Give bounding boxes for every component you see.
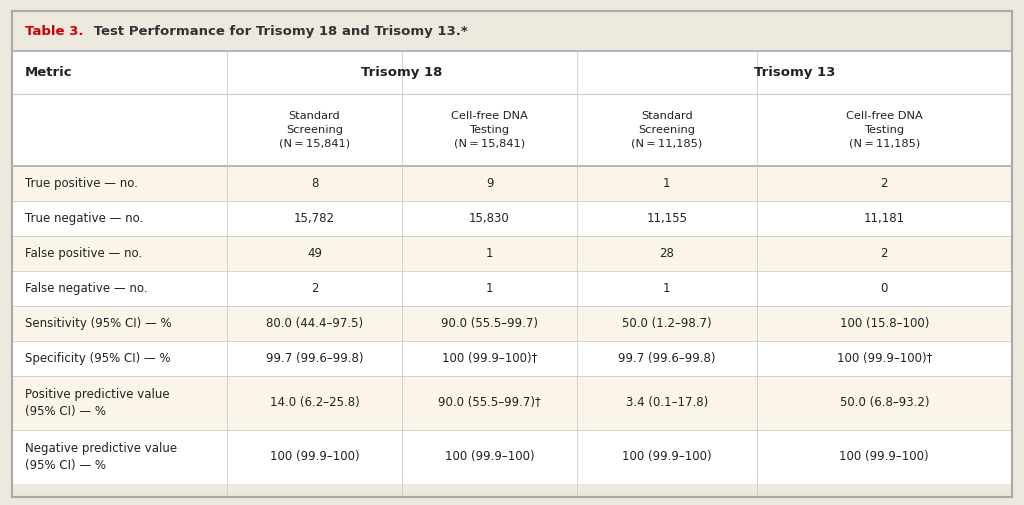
Text: 99.7 (99.6–99.8): 99.7 (99.6–99.8): [266, 352, 364, 365]
Text: Table 3.: Table 3.: [25, 25, 83, 37]
Text: 50.0 (1.2–98.7): 50.0 (1.2–98.7): [623, 317, 712, 330]
Text: Cell-free DNA
Testing
(N = 11,185): Cell-free DNA Testing (N = 11,185): [846, 111, 923, 148]
Text: 28: 28: [659, 247, 675, 260]
Text: True positive — no.: True positive — no.: [25, 177, 137, 190]
Bar: [12, 236, 1012, 271]
Text: Metric: Metric: [25, 66, 73, 79]
Text: 100 (99.9–100): 100 (99.9–100): [840, 450, 929, 463]
Text: 90.0 (55.5–99.7): 90.0 (55.5–99.7): [441, 317, 538, 330]
Text: 15,782: 15,782: [294, 212, 335, 225]
Text: 100 (99.9–100): 100 (99.9–100): [623, 450, 712, 463]
Text: Standard
Screening
(N = 11,185): Standard Screening (N = 11,185): [631, 111, 702, 148]
Bar: [12, 376, 1012, 430]
Text: 3.4 (0.1–17.8): 3.4 (0.1–17.8): [626, 396, 708, 410]
Text: 1: 1: [664, 177, 671, 190]
Text: 11,181: 11,181: [863, 212, 905, 225]
Text: Negative predictive value
(95% CI) — %: Negative predictive value (95% CI) — %: [25, 442, 177, 472]
Text: Trisomy 18: Trisomy 18: [361, 66, 442, 79]
Text: False positive — no.: False positive — no.: [25, 247, 141, 260]
Bar: [12, 271, 1012, 306]
Text: 8: 8: [311, 177, 318, 190]
Text: 49: 49: [307, 247, 323, 260]
Text: 1: 1: [485, 282, 494, 295]
Text: 2: 2: [881, 177, 888, 190]
Text: 0: 0: [881, 282, 888, 295]
Bar: [12, 166, 1012, 201]
Bar: [12, 341, 1012, 376]
Text: 14.0 (6.2–25.8): 14.0 (6.2–25.8): [269, 396, 359, 410]
Text: 1: 1: [664, 282, 671, 295]
Text: 100 (99.9–100)†: 100 (99.9–100)†: [837, 352, 932, 365]
Text: 9: 9: [485, 177, 494, 190]
Text: 100 (99.9–100)†: 100 (99.9–100)†: [441, 352, 538, 365]
Bar: [12, 201, 1012, 236]
Text: Standard
Screening
(N = 15,841): Standard Screening (N = 15,841): [280, 111, 350, 148]
Text: 50.0 (6.8–93.2): 50.0 (6.8–93.2): [840, 396, 929, 410]
Text: Cell-free DNA
Testing
(N = 15,841): Cell-free DNA Testing (N = 15,841): [452, 111, 528, 148]
Text: Positive predictive value
(95% CI) — %: Positive predictive value (95% CI) — %: [25, 388, 169, 418]
Text: 100 (15.8–100): 100 (15.8–100): [840, 317, 929, 330]
Text: 100 (99.9–100): 100 (99.9–100): [444, 450, 535, 463]
Text: 2: 2: [881, 247, 888, 260]
Text: 99.7 (99.6–99.8): 99.7 (99.6–99.8): [618, 352, 716, 365]
Text: Sensitivity (95% CI) — %: Sensitivity (95% CI) — %: [25, 317, 171, 330]
Text: Trisomy 13: Trisomy 13: [754, 66, 835, 79]
Text: Test Performance for Trisomy 18 and Trisomy 13.*: Test Performance for Trisomy 18 and Tris…: [89, 25, 468, 37]
Text: Specificity (95% CI) — %: Specificity (95% CI) — %: [25, 352, 170, 365]
Text: 1: 1: [485, 247, 494, 260]
Text: 15,830: 15,830: [469, 212, 510, 225]
Text: 2: 2: [311, 282, 318, 295]
Bar: [12, 430, 1012, 484]
Text: 90.0 (55.5–99.7)†: 90.0 (55.5–99.7)†: [438, 396, 541, 410]
Bar: [12, 51, 1012, 166]
Bar: [12, 11, 1012, 51]
Bar: [12, 306, 1012, 341]
Text: 80.0 (44.4–97.5): 80.0 (44.4–97.5): [266, 317, 364, 330]
Text: True negative — no.: True negative — no.: [25, 212, 142, 225]
Text: 100 (99.9–100): 100 (99.9–100): [269, 450, 359, 463]
Text: False negative — no.: False negative — no.: [25, 282, 147, 295]
Text: 11,155: 11,155: [646, 212, 687, 225]
